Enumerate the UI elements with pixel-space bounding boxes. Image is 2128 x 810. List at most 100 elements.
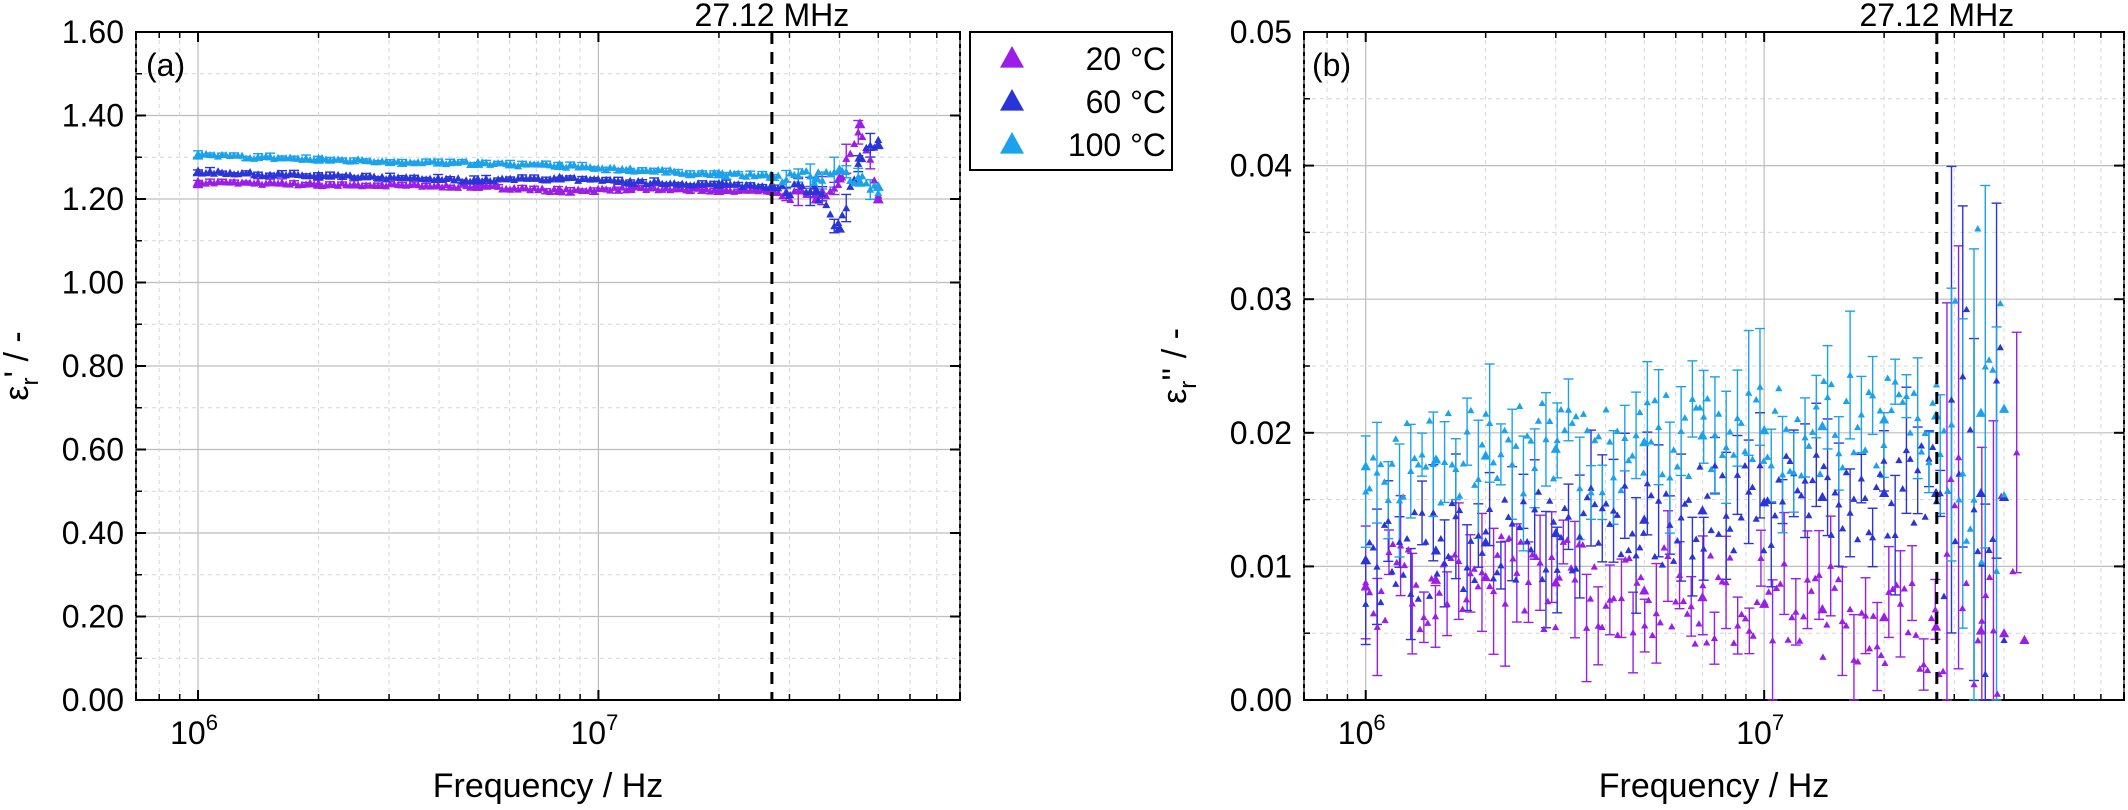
data-point (1516, 523, 1524, 531)
data-point (1691, 640, 1699, 647)
data-point (1947, 396, 1956, 403)
data-point (1509, 555, 1517, 562)
data-point (1854, 535, 1862, 543)
data-point (472, 180, 484, 191)
data-point (1388, 567, 1396, 575)
data-point (624, 164, 636, 175)
data-point (346, 171, 355, 179)
data-point (1656, 618, 1664, 626)
data-point (1482, 410, 1490, 417)
data-point (1624, 456, 1633, 464)
data-point (1399, 571, 1407, 578)
data-point (1365, 588, 1374, 596)
legend-marker-60c (1000, 89, 1024, 111)
legend-entry-60c: 60 °C (1000, 84, 1166, 120)
data-point (1842, 622, 1850, 629)
data-point (1527, 545, 1535, 553)
data-point (1466, 569, 1474, 577)
data-point (1681, 414, 1689, 421)
data-point (662, 184, 671, 192)
data-point (1989, 626, 1998, 634)
data-point (1639, 469, 1648, 476)
data-point (1516, 402, 1524, 410)
data-point (1550, 527, 1561, 538)
data-point (1808, 476, 1817, 484)
data-point (1714, 573, 1722, 581)
data-point (1970, 505, 1978, 513)
data-point (1505, 534, 1513, 542)
data-point (1790, 468, 1798, 476)
data-point (1365, 484, 1374, 492)
y-axis-title-b: εr'' / - (1156, 328, 1202, 404)
data-point (1943, 550, 1951, 557)
data-point (822, 167, 831, 176)
x-tick-label: 106 (170, 710, 218, 751)
data-point (1403, 419, 1411, 426)
data-point (1940, 592, 1948, 600)
data-point (1936, 450, 1944, 458)
data-point (834, 180, 843, 188)
data-point (554, 160, 566, 170)
data-point (1373, 563, 1381, 570)
data-point (1748, 455, 1757, 462)
data-point (313, 153, 325, 164)
data-point (818, 189, 827, 197)
data-point (1563, 536, 1571, 543)
data-point (1497, 450, 1505, 458)
y-tick-label: 0.00 (62, 682, 124, 718)
data-point (1873, 642, 1881, 650)
data-point (1621, 482, 1629, 489)
legend-entry-100c: 100 °C (1000, 127, 1166, 163)
data-point (1954, 453, 1963, 461)
y-tick-label: 0.03 (1230, 281, 1292, 317)
data-point (1362, 488, 1370, 495)
data-point (192, 149, 204, 160)
data-point (1425, 592, 1434, 599)
data-point (826, 210, 835, 218)
data-point (814, 196, 823, 204)
data-point (1444, 409, 1452, 417)
y-tick-label: 0.05 (1230, 14, 1292, 50)
data-point (1443, 600, 1451, 607)
data-point (846, 182, 855, 190)
data-point (1433, 570, 1441, 577)
data-point (1696, 463, 1704, 470)
data-point (1414, 461, 1422, 468)
data-point (1679, 597, 1688, 604)
data-point (1817, 421, 1828, 431)
data-point (1741, 447, 1749, 455)
data-point (270, 171, 279, 179)
data-point (870, 176, 879, 184)
data-point (1564, 406, 1573, 413)
data-point (1715, 410, 1723, 417)
data-point (794, 171, 803, 179)
data-point (1881, 659, 1889, 667)
data-point (854, 176, 866, 187)
data-point (1458, 605, 1467, 612)
data-point (1908, 579, 1916, 586)
data-point (618, 176, 627, 184)
data-point (1838, 524, 1847, 532)
data-point (1816, 470, 1824, 477)
data-point (1788, 613, 1796, 621)
data-point (1805, 442, 1813, 449)
data-point (1652, 609, 1660, 617)
data-point (734, 169, 743, 177)
data-point (1861, 612, 1870, 619)
data-point (1388, 460, 1396, 467)
data-point (1459, 459, 1467, 467)
data-point (2000, 636, 2008, 644)
data-point (590, 187, 599, 195)
data-point (1923, 666, 1932, 674)
data-point (1975, 487, 1987, 497)
data-point (1906, 429, 1914, 436)
grid-b (1303, 32, 2125, 700)
data-point (1673, 463, 1681, 470)
data-point (1842, 468, 1850, 476)
data-point (1722, 512, 1730, 519)
data-point (562, 185, 571, 193)
data-point (1628, 530, 1636, 537)
data-point (1542, 435, 1550, 443)
data-point (1688, 395, 1696, 402)
data-point (1703, 395, 1712, 402)
